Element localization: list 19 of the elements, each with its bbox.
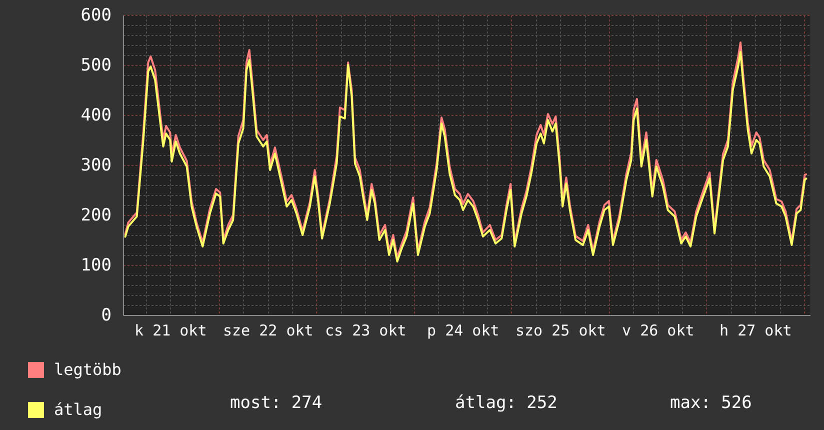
y-tick-label: 400 [80, 106, 112, 126]
x-tick-label: sze 22 okt [222, 322, 314, 340]
x-tick-label: p 24 okt [427, 322, 500, 340]
text: most: 274 [230, 393, 322, 413]
y-tick-label: 100 [80, 256, 112, 276]
y-tick-label: 300 [80, 156, 112, 176]
x-tick-label: v 26 okt [622, 322, 694, 340]
y-tick-label: 200 [80, 206, 112, 226]
x-tick-label: k 21 okt [134, 322, 207, 340]
y-tick-label: 600 [80, 6, 112, 26]
x-tick-label: h 27 okt [720, 322, 792, 340]
y-tick-label: 500 [80, 56, 112, 76]
text: max: 526 [670, 393, 752, 413]
x-tick-label: szo 25 okt [515, 322, 606, 340]
text: átlag: 252 [455, 393, 558, 413]
legend-label: legtöbb [54, 360, 122, 379]
y-tick-label: 0 [101, 306, 112, 326]
x-tick-label: cs 23 okt [324, 322, 406, 340]
legend-label: átlag [54, 400, 102, 419]
